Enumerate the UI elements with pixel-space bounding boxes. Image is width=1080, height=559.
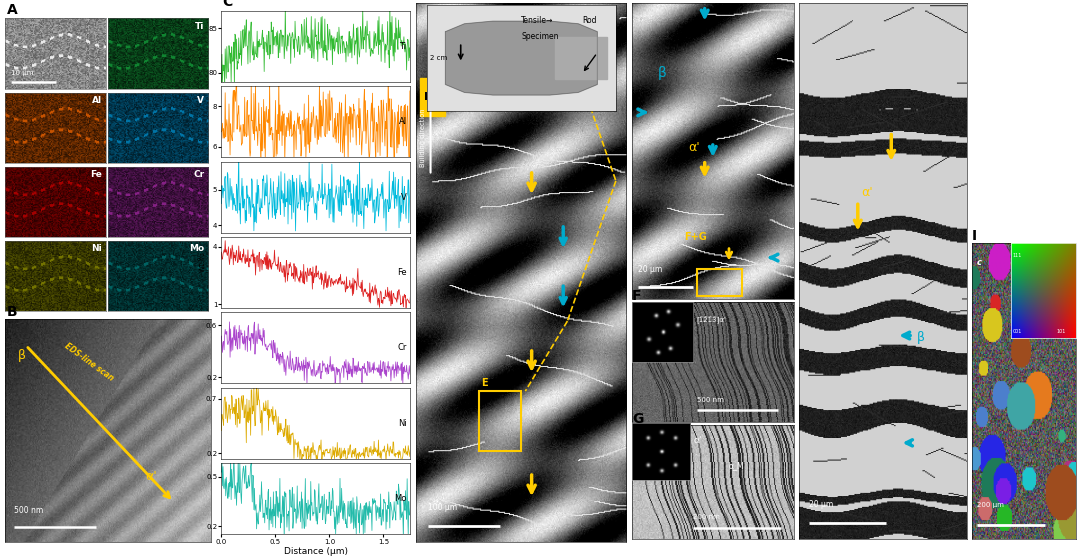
Text: β: β (916, 331, 924, 344)
Text: 200 nm: 200 nm (693, 514, 720, 520)
Polygon shape (446, 21, 597, 95)
Text: α_M: α_M (729, 462, 744, 471)
Text: G: G (632, 411, 644, 425)
Text: Al: Al (399, 117, 406, 126)
Text: Mo: Mo (189, 244, 204, 253)
Text: 20 μm: 20 μm (638, 266, 662, 274)
Text: Tensile→: Tensile→ (522, 16, 554, 25)
Text: Building direction: Building direction (420, 108, 427, 167)
Text: Ni: Ni (397, 419, 406, 428)
Text: Cr: Cr (397, 343, 406, 353)
Text: 100 μm: 100 μm (429, 503, 458, 512)
Text: β: β (17, 349, 26, 362)
Polygon shape (555, 37, 607, 79)
Text: α': α' (861, 186, 873, 199)
Text: 101: 101 (1056, 329, 1066, 334)
Text: D: D (424, 92, 433, 102)
Bar (697, 269, 742, 296)
Text: E: E (632, 0, 642, 3)
Text: 10 μm: 10 μm (12, 70, 33, 77)
Bar (480, 391, 522, 451)
Text: Cr: Cr (193, 170, 204, 179)
Text: Al: Al (92, 96, 102, 105)
Text: E: E (481, 378, 488, 388)
Text: D: D (416, 0, 428, 3)
Text: 500 nm: 500 nm (697, 397, 724, 402)
X-axis label: Distance (μm): Distance (μm) (284, 547, 348, 556)
Text: A: A (6, 3, 17, 17)
Text: Ti: Ti (195, 22, 204, 31)
Text: F: F (632, 288, 642, 302)
Text: 500 nm: 500 nm (14, 506, 43, 515)
Text: H: H (799, 0, 811, 3)
Text: Fe: Fe (90, 170, 102, 179)
Text: Fe: Fe (397, 268, 406, 277)
Text: Rod: Rod (582, 16, 596, 25)
Text: F+G: F+G (684, 232, 706, 242)
Text: wt.%: wt.% (198, 252, 206, 272)
Text: C: C (222, 0, 232, 8)
Text: Mo: Mo (394, 494, 406, 504)
Text: V: V (401, 192, 406, 202)
Text: Specimen: Specimen (522, 32, 558, 41)
Text: c: c (977, 258, 982, 267)
Text: B: B (6, 305, 17, 319)
Text: 20 μm: 20 μm (809, 500, 834, 509)
Text: α': α' (689, 141, 700, 154)
Text: α': α' (145, 470, 157, 482)
Text: α': α' (693, 436, 702, 446)
Bar (420, 78, 445, 116)
Text: [1̄2̄1̄3̄]α': [1̄2̄1̄3̄]α' (697, 316, 727, 324)
Text: V: V (198, 96, 204, 105)
Text: 2 cm: 2 cm (431, 55, 447, 61)
Text: 001: 001 (1013, 329, 1022, 334)
Text: I: I (972, 229, 977, 243)
Text: Ti: Ti (400, 41, 406, 51)
Text: β: β (658, 66, 666, 80)
Text: 111: 111 (1013, 253, 1022, 258)
Text: EDS-line scan: EDS-line scan (63, 342, 116, 383)
Text: 200 μm: 200 μm (977, 502, 1004, 508)
Text: Ni: Ni (91, 244, 102, 253)
